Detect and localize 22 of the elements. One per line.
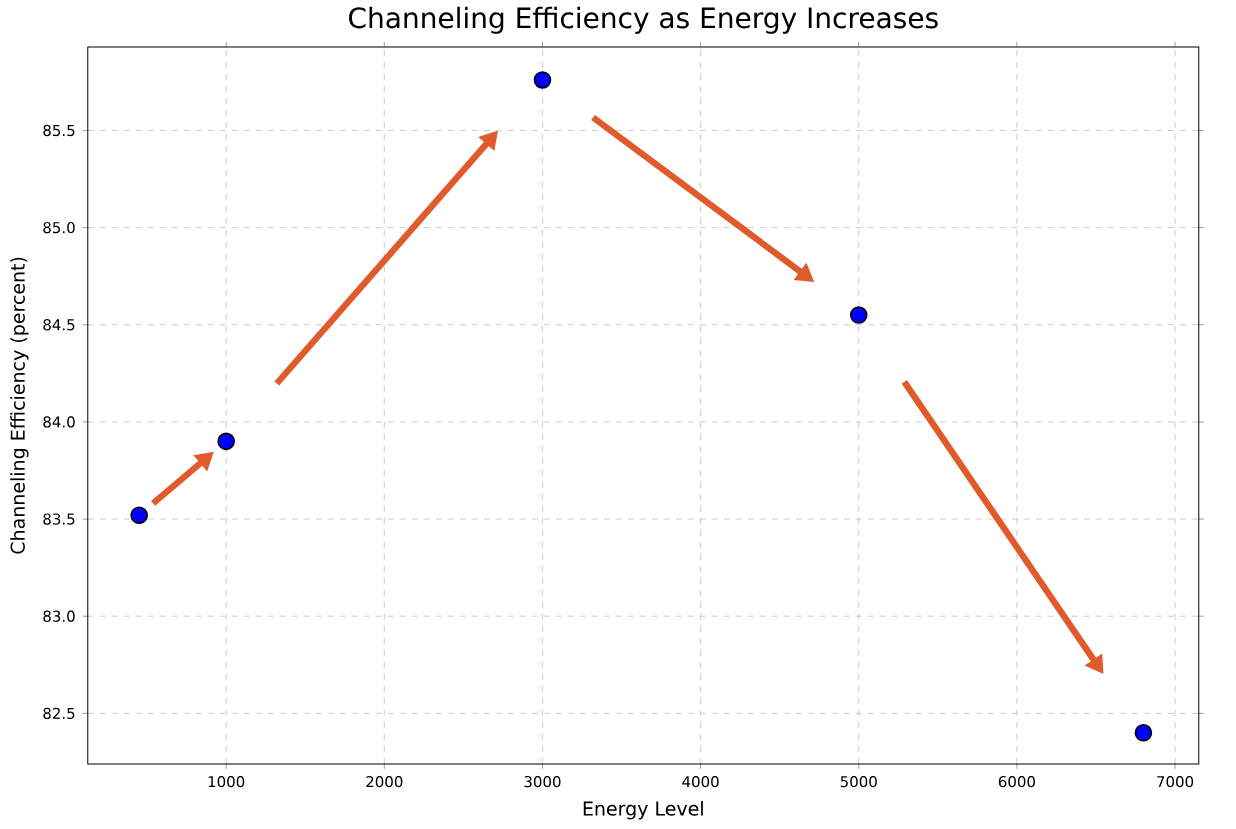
chart-title: Channeling Efficiency as Energy Increases [349, 6, 938, 34]
x-axis-title: Energy Level [583, 801, 703, 820]
x-tick-label: 6000 [998, 775, 1035, 788]
x-tick-label: 1000 [208, 775, 245, 788]
y-tick-label: 84.0 [43, 416, 75, 428]
y-tick-label: 82.5 [43, 707, 75, 720]
x-tick-label: 5000 [840, 775, 877, 788]
y-tick-label: 85.5 [43, 124, 75, 137]
x-tick-label: 2000 [366, 775, 403, 788]
x-tick-label: 7000 [1157, 775, 1194, 788]
x-tick-label: 3000 [524, 775, 561, 788]
y-tick-label: 83.5 [43, 513, 75, 525]
x-tick-label: 4000 [682, 775, 719, 788]
y-tick-label: 84.5 [43, 319, 75, 331]
y-tick-label: 83.0 [43, 610, 75, 622]
point [130, 506, 148, 524]
point [217, 432, 235, 451]
point [849, 306, 868, 324]
point [533, 71, 552, 89]
y-axis-title: Channeling Efficiency (percent) [10, 257, 29, 554]
point [1134, 724, 1153, 742]
y-tick-label: 85.0 [43, 221, 75, 234]
